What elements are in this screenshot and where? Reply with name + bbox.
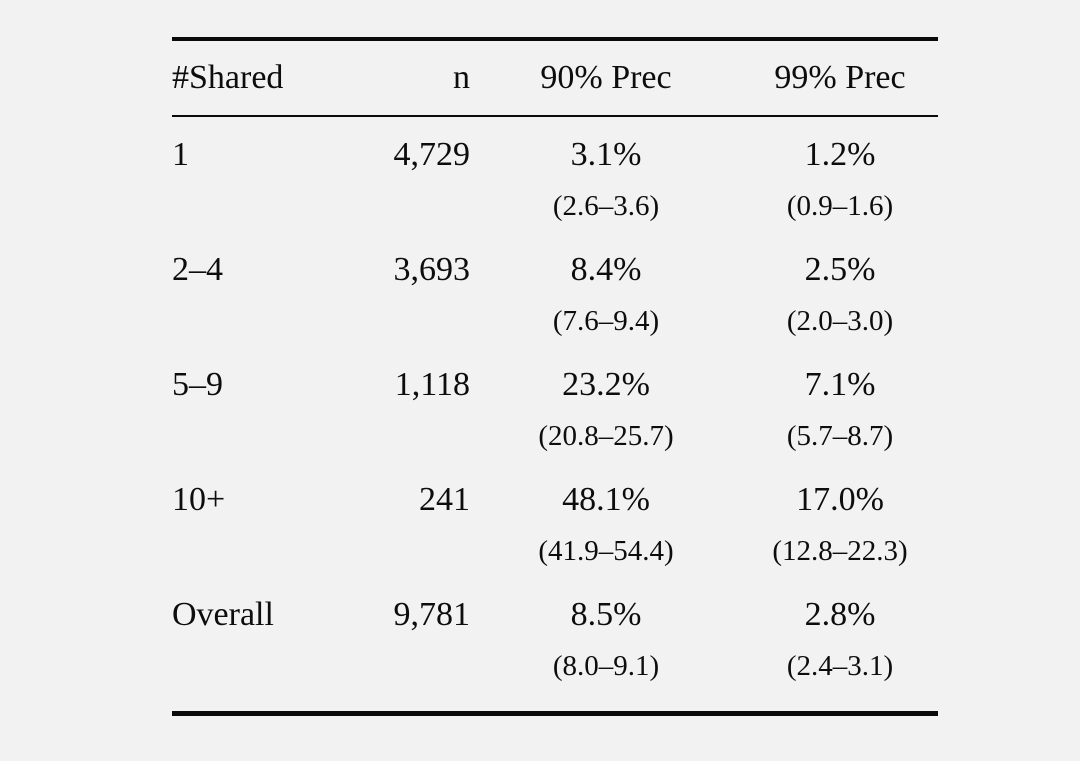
prec99-ci: (5.7–8.7) (786, 420, 894, 452)
table-row: 5–9 1,118 23.2% (20.8–25.7) 7.1% (5.7–8.… (172, 347, 938, 462)
table-row: 10+ 241 48.1% (41.9–54.4) 17.0% (12.8–22… (172, 462, 938, 577)
prec90-value: 23.2% (562, 366, 650, 403)
prec99-ci: (2.0–3.0) (786, 305, 894, 337)
prec90-value: 8.4% (570, 251, 642, 288)
cell-shared: 10+ (172, 462, 340, 577)
prec90-ci: (20.8–25.7) (538, 420, 674, 452)
shared-value: 10+ (172, 481, 226, 518)
col-header-prec99: 99% Prec (742, 39, 938, 117)
table-row: Overall 9,781 8.5% (8.0–9.1) 2.8% (2.4–3… (172, 577, 938, 714)
col-header-prec90: 90% Prec (470, 39, 742, 117)
prec99-value: 1.2% (804, 136, 876, 173)
prec90-ci: (41.9–54.4) (538, 535, 674, 567)
cell-prec99: 2.8% (2.4–3.1) (742, 577, 938, 714)
n-value: 1,118 (394, 366, 470, 403)
cell-prec99: 7.1% (5.7–8.7) (742, 347, 938, 462)
prec99-ci: (2.4–3.1) (786, 650, 894, 682)
col-header-n: n (340, 39, 470, 117)
prec99-ci: (0.9–1.6) (786, 190, 894, 222)
cell-prec90: 23.2% (20.8–25.7) (470, 347, 742, 462)
n-value: 4,729 (393, 136, 471, 173)
table-row: 2–4 3,693 8.4% (7.6–9.4) 2.5% (2.0–3.0) (172, 232, 938, 347)
cell-shared: 2–4 (172, 232, 340, 347)
precision-table: #Shared n 90% Prec 99% Prec 1 4,729 3.1%… (172, 37, 938, 716)
cell-prec90: 48.1% (41.9–54.4) (470, 462, 742, 577)
prec90-ci: (2.6–3.6) (552, 190, 660, 222)
cell-n: 241 (340, 462, 470, 577)
prec99-value: 17.0% (796, 481, 884, 518)
prec90-value: 8.5% (570, 596, 642, 633)
cell-n: 3,693 (340, 232, 471, 347)
cell-n: 9,781 (340, 577, 471, 714)
prec99-ci: (12.8–22.3) (772, 535, 908, 567)
table-row: 1 4,729 3.1% (2.6–3.6) 1.2% (0.9–1.6) (172, 116, 938, 232)
n-value: 9,781 (393, 596, 471, 633)
cell-prec90: 3.1% (2.6–3.6) (470, 116, 742, 232)
col-header-shared: #Shared (172, 39, 340, 117)
prec99-value: 2.5% (804, 251, 876, 288)
cell-shared: 5–9 (172, 347, 340, 462)
cell-prec99: 1.2% (0.9–1.6) (742, 116, 938, 232)
cell-prec99: 2.5% (2.0–3.0) (742, 232, 938, 347)
prec99-value: 7.1% (804, 366, 876, 403)
cell-prec99: 17.0% (12.8–22.3) (742, 462, 938, 577)
n-value: 3,693 (393, 251, 471, 288)
cell-shared: Overall (172, 577, 340, 714)
cell-n: 4,729 (340, 116, 471, 232)
shared-value: 1 (172, 136, 189, 173)
cell-prec90: 8.5% (8.0–9.1) (470, 577, 742, 714)
header-row: #Shared n 90% Prec 99% Prec (172, 39, 938, 117)
shared-value: Overall (172, 596, 274, 633)
prec90-value: 48.1% (562, 481, 650, 518)
prec90-ci: (7.6–9.4) (552, 305, 660, 337)
shared-value: 2–4 (172, 251, 223, 288)
prec90-value: 3.1% (570, 136, 642, 173)
cell-shared: 1 (172, 116, 340, 232)
shared-value: 5–9 (172, 366, 223, 403)
prec90-ci: (8.0–9.1) (552, 650, 660, 682)
cell-prec90: 8.4% (7.6–9.4) (470, 232, 742, 347)
prec99-value: 2.8% (804, 596, 876, 633)
n-value: 241 (419, 481, 470, 518)
cell-n: 1,118 (340, 347, 470, 462)
